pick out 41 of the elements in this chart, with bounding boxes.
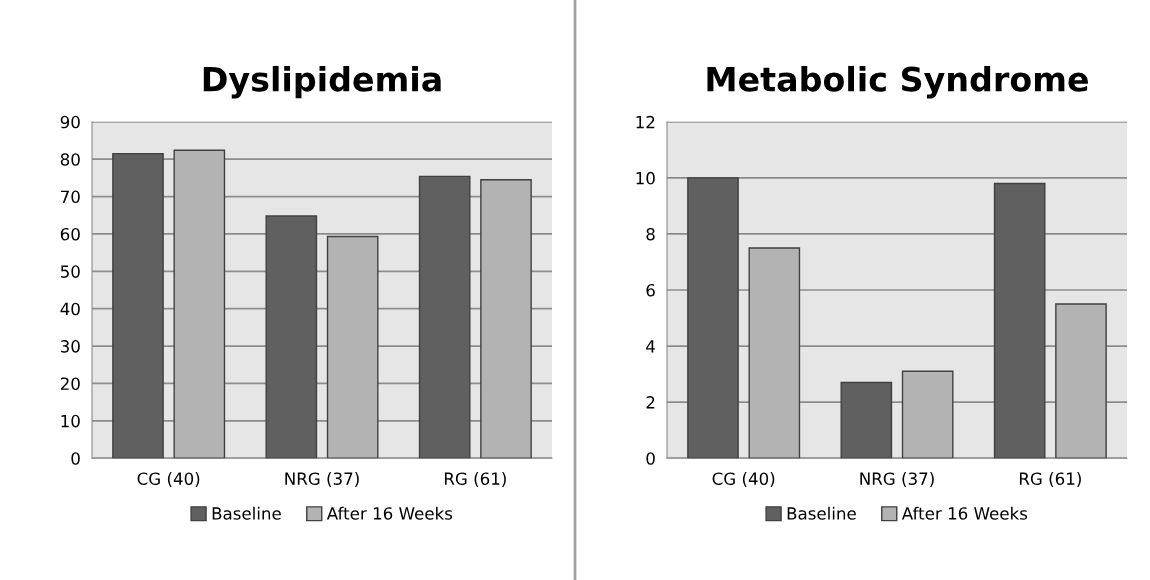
x-tick-label: CG (40) (712, 472, 775, 487)
bar (326, 235, 379, 459)
y-tick-label: 60 (60, 227, 80, 241)
y-tick-label: 4 (646, 340, 655, 353)
y-tick-label: 8 (646, 227, 655, 241)
y-tick-label: 10 (636, 171, 655, 185)
y-tick-label: 40 (60, 302, 80, 316)
y-tick-label: 12 (636, 115, 655, 129)
bar (748, 247, 801, 459)
y-tick-label: 2 (646, 396, 655, 409)
chart-title: Dyslipidemia (203, 65, 441, 99)
y-tick-label: 50 (60, 265, 80, 278)
x-tick-label: RG (61) (1019, 472, 1081, 487)
bar (418, 175, 471, 459)
y-tick-label: 6 (646, 283, 655, 297)
bar (112, 152, 164, 459)
bar (993, 182, 1046, 459)
y-tick-label: 90 (60, 115, 80, 129)
bar (480, 179, 532, 459)
y-tick-label: 80 (60, 153, 80, 166)
y-tick-label: 70 (61, 190, 80, 204)
y-tick-label: 0 (646, 452, 655, 465)
bar (687, 177, 739, 459)
x-tick-label: NRG (37) (860, 472, 934, 487)
bar (265, 215, 318, 459)
bar (1055, 303, 1107, 459)
y-tick-label: 20 (60, 377, 80, 391)
legend-label: Baseline (212, 506, 281, 520)
y-tick-label: 10 (61, 414, 80, 428)
y-tick-label: 0 (71, 452, 80, 465)
x-tick-label: NRG (37) (285, 472, 359, 487)
x-tick-label: CG (40) (137, 472, 200, 487)
legend-label: After 16 Weeks (326, 506, 453, 520)
x-tick-label: RG (61) (444, 472, 506, 487)
y-tick-label: 30 (60, 340, 80, 353)
legend-label: Baseline (787, 506, 856, 520)
bar (901, 370, 954, 459)
bar (840, 381, 893, 459)
chart-title: Metabolic Syndrome (707, 65, 1088, 99)
legend-label: After 16 Weeks (901, 506, 1028, 520)
bar (173, 149, 226, 459)
